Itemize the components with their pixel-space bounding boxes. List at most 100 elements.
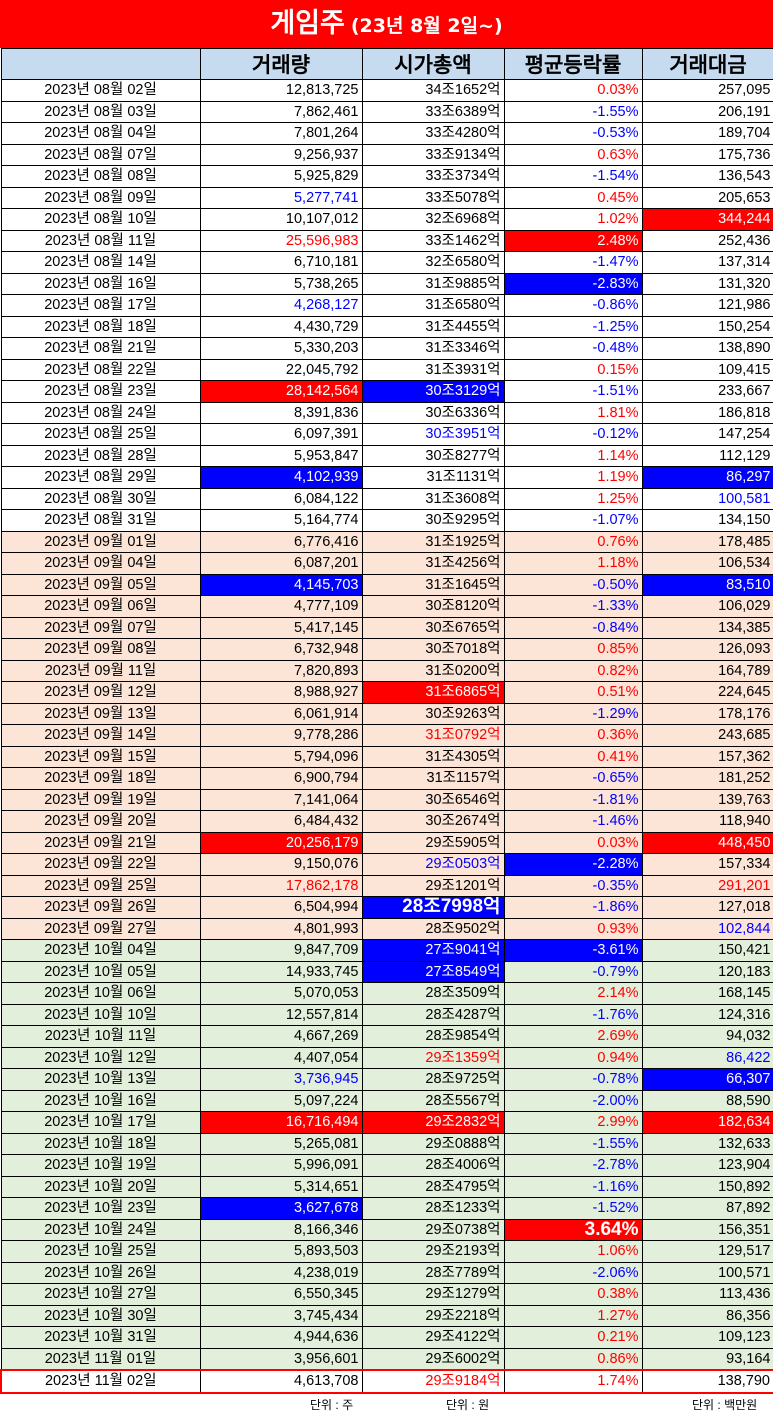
row-market-cap: 28조3509억 bbox=[361, 982, 505, 1005]
row-avg-change: -1.07% bbox=[503, 509, 643, 532]
row-volume: 5,164,774 bbox=[199, 509, 363, 532]
row-amount: 178,485 bbox=[641, 530, 773, 553]
row-date: 2023년 09월 21일 bbox=[0, 831, 201, 854]
row-volume: 7,141,064 bbox=[199, 788, 363, 811]
row-volume: 4,667,269 bbox=[199, 1025, 363, 1048]
row-amount: 224,645 bbox=[641, 681, 773, 704]
row-market-cap: 30조6765억 bbox=[361, 616, 505, 639]
row-market-cap: 28조1233억 bbox=[361, 1197, 505, 1220]
row-volume: 5,893,503 bbox=[199, 1240, 363, 1263]
row-volume: 6,087,201 bbox=[199, 552, 363, 575]
row-volume: 8,391,836 bbox=[199, 401, 363, 424]
row-market-cap: 32조6580억 bbox=[361, 251, 505, 274]
row-volume: 10,107,012 bbox=[199, 208, 363, 231]
header-volume: 거래량 bbox=[199, 48, 363, 80]
row-volume: 5,925,829 bbox=[199, 165, 363, 188]
table-row: 2023년 10월 23일 3,627,678 28조1233억 -1.52% 87,8… bbox=[0, 1197, 773, 1220]
row-market-cap: 30조6546억 bbox=[361, 788, 505, 811]
row-date: 2023년 08월 14일 bbox=[0, 251, 201, 274]
row-volume: 5,417,145 bbox=[199, 616, 363, 639]
row-volume: 12,557,814 bbox=[199, 1003, 363, 1026]
table-row: 2023년 08월 18일 4,430,729 31조4455억 -1.25% 150,… bbox=[0, 315, 773, 338]
row-volume: 4,613,708 bbox=[199, 1369, 363, 1394]
row-amount: 147,254 bbox=[641, 423, 773, 446]
row-date: 2023년 08월 31일 bbox=[0, 509, 201, 532]
row-avg-change: -1.55% bbox=[503, 100, 643, 123]
table-row: 2023년 09월 26일 6,504,994 28조7998억 -1.86% 127,… bbox=[0, 896, 773, 919]
row-amount: 86,356 bbox=[641, 1304, 773, 1327]
row-date: 2023년 09월 11일 bbox=[0, 659, 201, 682]
row-date: 2023년 08월 30일 bbox=[0, 487, 201, 510]
row-avg-change: 0.76% bbox=[503, 530, 643, 553]
row-date: 2023년 10월 12일 bbox=[0, 1046, 201, 1069]
table-row: 2023년 08월 30일 6,084,122 31조3608억 1.25% 100,5… bbox=[0, 487, 773, 510]
row-market-cap: 30조2674억 bbox=[361, 810, 505, 833]
table-row: 2023년 10월 11일 4,667,269 28조9854억 2.69% 94,03… bbox=[0, 1025, 773, 1048]
row-avg-change: -0.65% bbox=[503, 767, 643, 790]
row-volume: 4,238,019 bbox=[199, 1261, 363, 1284]
table-row: 2023년 10월 06일 5,070,053 28조3509억 2.14% 168,1… bbox=[0, 982, 773, 1005]
row-date: 2023년 08월 07일 bbox=[0, 143, 201, 166]
row-volume: 6,710,181 bbox=[199, 251, 363, 274]
row-date: 2023년 08월 21일 bbox=[0, 337, 201, 360]
row-market-cap: 27조9041억 bbox=[361, 939, 505, 962]
row-market-cap: 28조7789억 bbox=[361, 1261, 505, 1284]
row-volume: 7,820,893 bbox=[199, 659, 363, 682]
row-volume: 20,256,179 bbox=[199, 831, 363, 854]
row-avg-change: -1.54% bbox=[503, 165, 643, 188]
row-amount: 94,032 bbox=[641, 1025, 773, 1048]
row-market-cap: 31조0792억 bbox=[361, 724, 505, 747]
table-row: 2023년 08월 11일 25,596,983 33조1462억 2.48% 252,… bbox=[0, 229, 773, 252]
row-market-cap: 33조3734억 bbox=[361, 165, 505, 188]
row-date: 2023년 08월 28일 bbox=[0, 444, 201, 467]
row-date: 2023년 09월 13일 bbox=[0, 702, 201, 725]
row-date: 2023년 10월 27일 bbox=[0, 1283, 201, 1306]
row-volume: 14,933,745 bbox=[199, 960, 363, 983]
row-volume: 5,794,096 bbox=[199, 745, 363, 768]
table-row: 2023년 09월 15일 5,794,096 31조4305억 0.41% 157,3… bbox=[0, 745, 773, 768]
row-date: 2023년 08월 02일 bbox=[0, 79, 201, 102]
table-row: 2023년 08월 10일 10,107,012 32조6968억 1.02% 344,… bbox=[0, 208, 773, 231]
row-date: 2023년 09월 01일 bbox=[0, 530, 201, 553]
row-market-cap: 27조8549억 bbox=[361, 960, 505, 983]
table-row: 2023년 10월 26일 4,238,019 28조7789억 -2.06% 100,… bbox=[0, 1261, 773, 1284]
row-amount: 178,176 bbox=[641, 702, 773, 725]
row-market-cap: 31조4455억 bbox=[361, 315, 505, 338]
row-avg-change: 1.27% bbox=[503, 1304, 643, 1327]
table-row: 2023년 08월 28일 5,953,847 30조8277억 1.14% 112,1… bbox=[0, 444, 773, 467]
row-volume: 12,813,725 bbox=[199, 79, 363, 102]
row-volume: 17,862,178 bbox=[199, 874, 363, 897]
row-market-cap: 29조1359억 bbox=[361, 1046, 505, 1069]
row-market-cap: 31조4305억 bbox=[361, 745, 505, 768]
row-volume: 5,314,651 bbox=[199, 1175, 363, 1198]
row-market-cap: 29조9184억 bbox=[361, 1369, 505, 1394]
row-date: 2023년 08월 17일 bbox=[0, 294, 201, 317]
row-avg-change: 1.81% bbox=[503, 401, 643, 424]
row-date: 2023년 08월 24일 bbox=[0, 401, 201, 424]
table-row: 2023년 09월 04일 6,087,201 31조4256억 1.18% 106,5… bbox=[0, 552, 773, 575]
row-amount: 66,307 bbox=[641, 1068, 773, 1091]
row-market-cap: 31조1925억 bbox=[361, 530, 505, 553]
row-amount: 175,736 bbox=[641, 143, 773, 166]
row-market-cap: 33조4280억 bbox=[361, 122, 505, 145]
table-row: 2023년 09월 08일 6,732,948 30조7018억 0.85% 126,0… bbox=[0, 638, 773, 661]
row-date: 2023년 11월 02일 bbox=[0, 1369, 201, 1394]
row-amount: 257,095 bbox=[641, 79, 773, 102]
row-amount: 88,590 bbox=[641, 1089, 773, 1112]
row-market-cap: 30조3129억 bbox=[361, 380, 505, 403]
table-row: 2023년 09월 01일 6,776,416 31조1925억 0.76% 178,4… bbox=[0, 530, 773, 553]
row-market-cap: 29조0888억 bbox=[361, 1132, 505, 1155]
row-volume: 7,862,461 bbox=[199, 100, 363, 123]
row-amount: 102,844 bbox=[641, 917, 773, 940]
row-amount: 134,150 bbox=[641, 509, 773, 532]
row-avg-change: -2.00% bbox=[503, 1089, 643, 1112]
table-row: 2023년 08월 17일 4,268,127 31조6580억 -0.86% 121,… bbox=[0, 294, 773, 317]
row-market-cap: 29조2218억 bbox=[361, 1304, 505, 1327]
row-date: 2023년 08월 23일 bbox=[0, 380, 201, 403]
row-amount: 121,986 bbox=[641, 294, 773, 317]
row-avg-change: 0.63% bbox=[503, 143, 643, 166]
row-date: 2023년 09월 08일 bbox=[0, 638, 201, 661]
table-row: 2023년 08월 04일 7,801,264 33조4280억 -0.53% 189,… bbox=[0, 122, 773, 145]
row-volume: 8,988,927 bbox=[199, 681, 363, 704]
row-date: 2023년 10월 23일 bbox=[0, 1197, 201, 1220]
